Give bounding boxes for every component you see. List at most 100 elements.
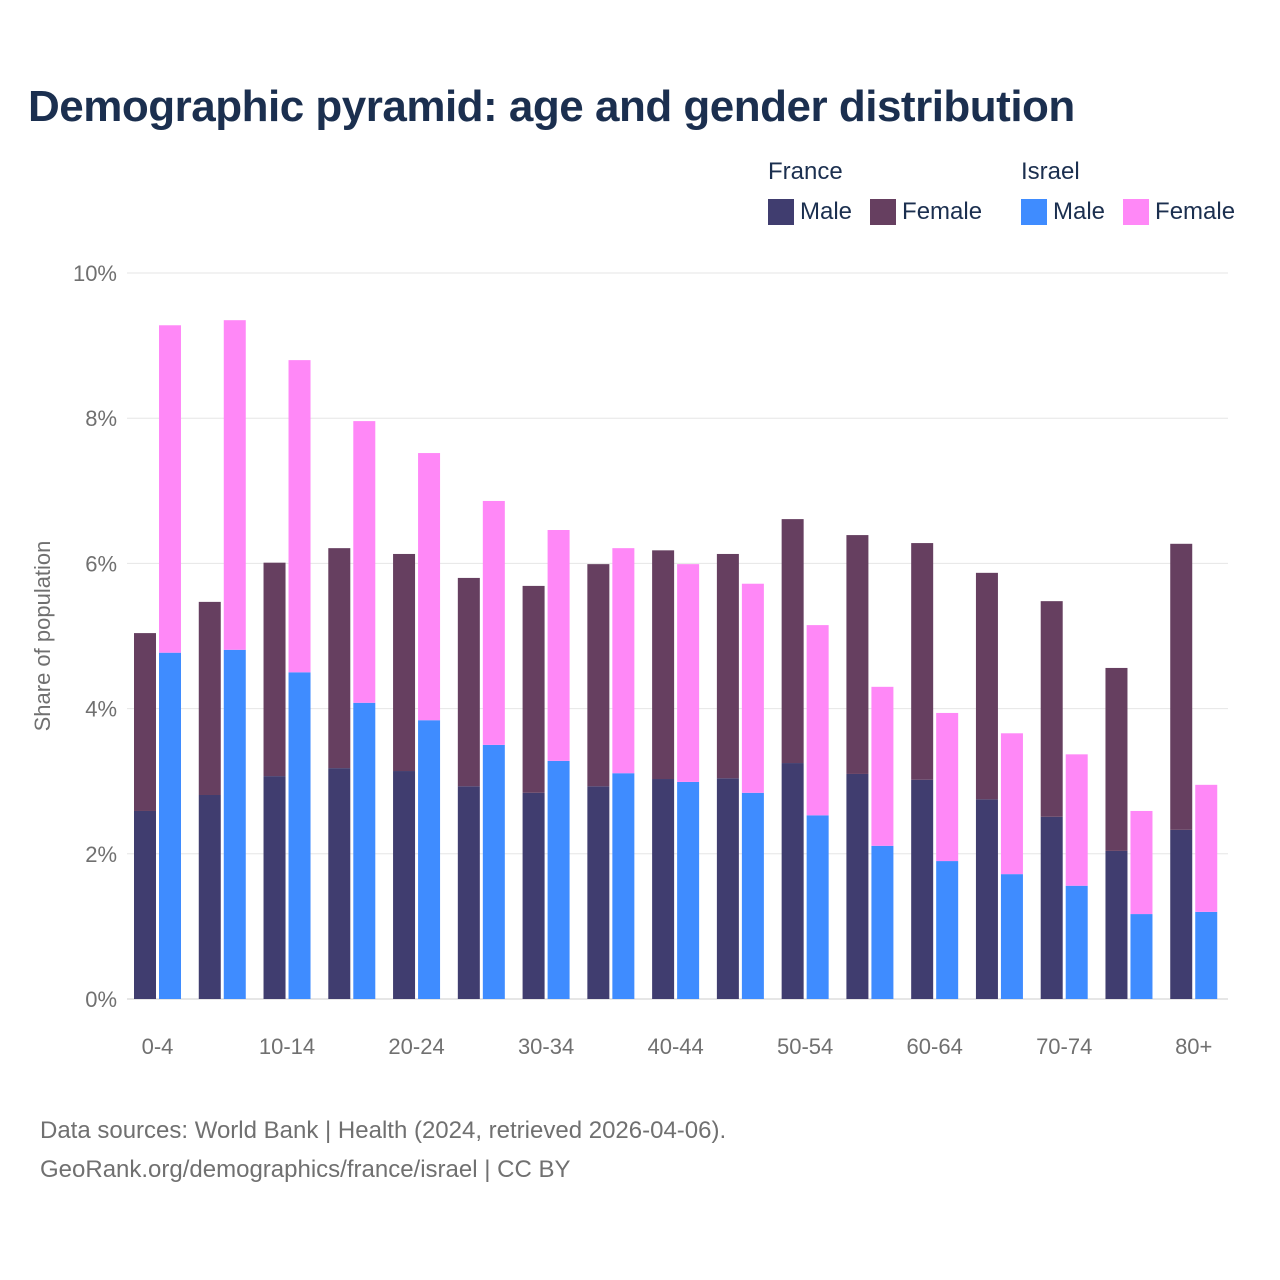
bar-israel-female[interactable]: [353, 421, 376, 703]
bar-israel-female[interactable]: [1130, 810, 1153, 915]
bar-israel-female[interactable]: [547, 530, 570, 761]
bar-israel-female[interactable]: [482, 500, 505, 745]
bar-france-male[interactable]: [522, 792, 545, 999]
bar-israel-female[interactable]: [871, 686, 894, 846]
bar-france-female[interactable]: [328, 548, 351, 769]
legend-label: Female: [902, 198, 983, 225]
bar-france-female[interactable]: [1170, 543, 1193, 830]
legend-label: Male: [800, 198, 853, 225]
bar-israel-male[interactable]: [1000, 874, 1023, 999]
bar-france-male[interactable]: [781, 763, 804, 999]
bar-israel-male[interactable]: [223, 649, 246, 999]
bar-israel-female[interactable]: [612, 548, 635, 774]
bar-israel-male[interactable]: [612, 773, 635, 999]
bar-israel-male[interactable]: [806, 815, 829, 999]
bar-israel-male[interactable]: [288, 672, 311, 999]
bar-france-male[interactable]: [393, 771, 416, 999]
x-tick-label: 60-64: [907, 1034, 963, 1059]
bar-israel-male[interactable]: [936, 861, 959, 999]
bar-france-male[interactable]: [263, 776, 286, 999]
y-tick-label: 8%: [85, 406, 117, 431]
bar-france-male[interactable]: [134, 810, 156, 999]
bar-france-female[interactable]: [1040, 601, 1063, 817]
bar-israel-female[interactable]: [418, 453, 441, 721]
bar-france-male[interactable]: [1170, 829, 1193, 999]
bar-france-female[interactable]: [134, 633, 156, 811]
legend-item-israel-female[interactable]: Female: [1123, 198, 1235, 226]
bar-france-female[interactable]: [652, 550, 675, 780]
bar-france-male[interactable]: [911, 779, 934, 999]
y-tick-label: 4%: [85, 697, 117, 722]
bar-israel-female[interactable]: [1000, 733, 1023, 875]
legend-item-israel-male[interactable]: Male: [1021, 198, 1105, 226]
y-tick-label: 10%: [73, 261, 117, 286]
bar-france-male[interactable]: [1105, 850, 1128, 999]
bar-france-male[interactable]: [716, 778, 739, 999]
bar-france-female[interactable]: [587, 564, 610, 787]
bar-france-female[interactable]: [1105, 667, 1128, 851]
bar-israel-female[interactable]: [288, 360, 311, 673]
bar-israel-female[interactable]: [936, 712, 959, 862]
bar-israel-male[interactable]: [418, 720, 441, 999]
bar-israel-male[interactable]: [1195, 911, 1218, 999]
x-tick-label: 0-4: [142, 1034, 174, 1059]
bar-france-female[interactable]: [198, 601, 221, 795]
bar-france-female[interactable]: [846, 535, 869, 774]
x-tick-label: 40-44: [647, 1034, 703, 1059]
y-tick-label: 6%: [85, 551, 117, 576]
bar-israel-male[interactable]: [159, 652, 181, 999]
bar-israel-male[interactable]: [547, 760, 570, 999]
bar-france-male[interactable]: [652, 779, 675, 999]
legend-item-france-male[interactable]: Male: [768, 198, 852, 226]
bar-israel-female[interactable]: [806, 625, 829, 816]
legend-swatch: [1123, 199, 1150, 225]
bar-israel-female[interactable]: [1195, 784, 1218, 912]
bar-france-male[interactable]: [328, 768, 351, 999]
bar-israel-male[interactable]: [871, 845, 894, 999]
bar-israel-female[interactable]: [741, 583, 764, 793]
x-tick-label: 10-14: [259, 1034, 315, 1059]
legend-swatch: [768, 199, 794, 225]
x-tick-label: 30-34: [518, 1034, 574, 1059]
legend-swatch: [870, 199, 897, 225]
bar-israel-female[interactable]: [1065, 754, 1088, 886]
y-tick-label: 2%: [85, 842, 117, 867]
legend-france: France Male Female: [768, 158, 982, 226]
bar-france-female[interactable]: [522, 585, 545, 793]
bar-israel-male[interactable]: [677, 781, 700, 999]
footer-link[interactable]: GeoRank.org/demographics/france/israel |…: [40, 1156, 571, 1183]
bar-israel-male[interactable]: [1130, 914, 1153, 999]
bar-france-male[interactable]: [198, 794, 221, 999]
bar-france-male[interactable]: [1040, 816, 1063, 999]
legend-item-france-female[interactable]: Female: [870, 198, 982, 226]
legend-group-title: France: [768, 158, 843, 185]
bar-israel-female[interactable]: [677, 564, 700, 782]
bar-france-male[interactable]: [975, 799, 998, 999]
bar-israel-male[interactable]: [1065, 885, 1088, 999]
bar-israel-female[interactable]: [159, 325, 181, 653]
bar-france-male[interactable]: [587, 786, 610, 999]
bar-france-female[interactable]: [263, 562, 286, 777]
x-tick-label: 50-54: [777, 1034, 833, 1059]
x-tick-label: 70-74: [1036, 1034, 1092, 1059]
legend-group-title: Israel: [1021, 158, 1080, 185]
bar-france-female[interactable]: [457, 577, 480, 787]
bar-france-male[interactable]: [846, 773, 869, 999]
chart-title: Demographic pyramid: age and gender dist…: [28, 82, 1075, 131]
bar-france-female[interactable]: [911, 543, 934, 780]
bar-israel-male[interactable]: [482, 744, 505, 999]
y-tick-label: 0%: [85, 987, 117, 1012]
x-tick-label: 80+: [1175, 1034, 1212, 1059]
bar-france-female[interactable]: [975, 572, 998, 800]
bar-france-male[interactable]: [457, 786, 480, 999]
legend-label: Female: [1155, 198, 1236, 225]
x-tick-label: 20-24: [388, 1034, 444, 1059]
bar-israel-female[interactable]: [223, 320, 246, 650]
bar-france-female[interactable]: [393, 553, 416, 772]
bar-france-female[interactable]: [716, 553, 739, 779]
y-axis-label: Share of population: [30, 541, 55, 732]
bar-israel-male[interactable]: [353, 702, 376, 999]
bar-israel-male[interactable]: [741, 792, 764, 999]
bar-france-female[interactable]: [781, 519, 804, 764]
